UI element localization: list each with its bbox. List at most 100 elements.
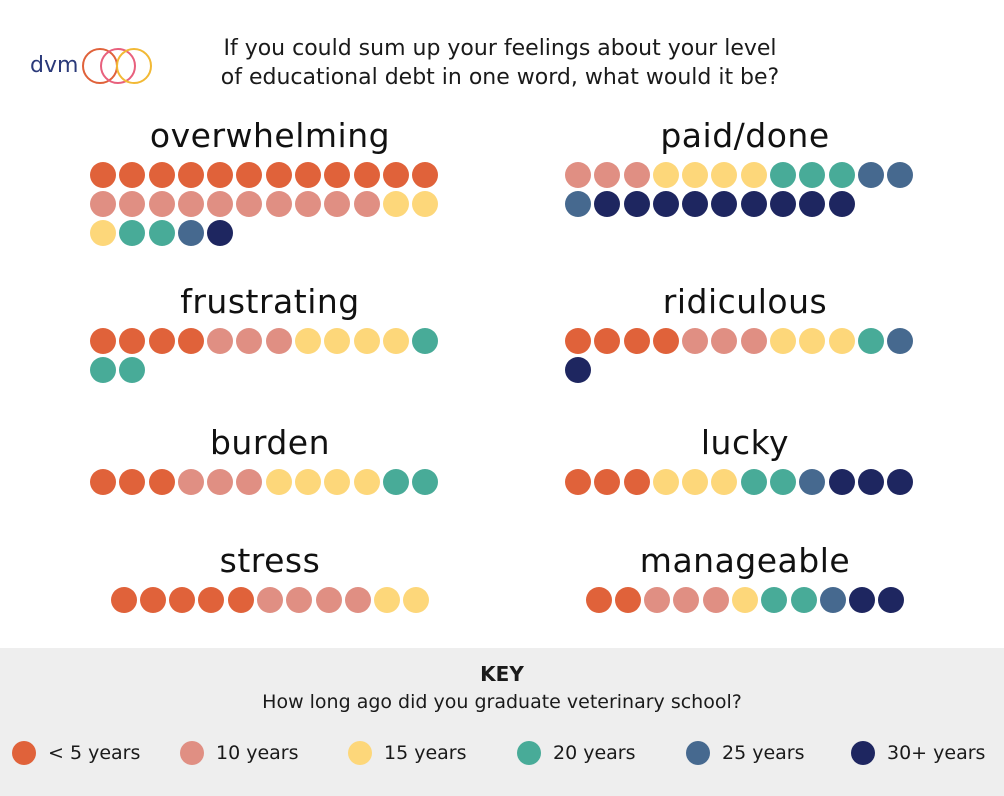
dot-lt5 — [623, 469, 650, 495]
dot-lt5 — [324, 162, 351, 188]
word-title: ridiculous — [662, 282, 828, 321]
dot-y15 — [324, 469, 351, 495]
dot-y10 — [236, 191, 263, 217]
dot-y10 — [177, 469, 204, 495]
dot-lt5 — [110, 587, 137, 613]
dot-y30 — [799, 191, 826, 217]
dot-y25 — [887, 162, 914, 188]
chart-question: If you could sum up your feelings about … — [190, 34, 810, 92]
dot-y20 — [799, 162, 826, 188]
dot-y15 — [740, 162, 767, 188]
dot-y15 — [374, 587, 401, 613]
dot-y15 — [265, 469, 292, 495]
dot-group — [90, 162, 450, 246]
dot-lt5 — [90, 328, 116, 354]
dot-y25 — [887, 328, 914, 354]
dot-y10 — [711, 328, 738, 354]
dot-y15 — [652, 162, 679, 188]
dot-y15 — [799, 328, 826, 354]
dot-y15 — [828, 328, 855, 354]
dot-y30 — [770, 191, 797, 217]
dot-lt5 — [585, 587, 612, 613]
dot-y30 — [887, 469, 914, 495]
dot-lt5 — [148, 469, 175, 495]
dot-y20 — [740, 469, 767, 495]
dot-lt5 — [353, 162, 380, 188]
dot-lt5 — [565, 469, 591, 495]
panel-burden: burden — [90, 423, 450, 495]
dot-y10 — [673, 587, 700, 613]
dot-y25 — [799, 469, 826, 495]
dot-y15 — [682, 162, 709, 188]
dot-y30 — [828, 191, 855, 217]
dot-lt5 — [382, 162, 409, 188]
panel-overwhelming: overwhelming — [90, 116, 450, 246]
dot-y15 — [652, 469, 679, 495]
dot-y15 — [682, 469, 709, 495]
dot-lt5 — [169, 587, 196, 613]
dot-y10 — [315, 587, 342, 613]
dot-y30 — [878, 587, 905, 613]
word-title: lucky — [700, 423, 790, 462]
legend-label: < 5 years — [48, 742, 141, 764]
dot-y30 — [565, 357, 591, 383]
dot-group — [565, 587, 925, 613]
word-title: paid/done — [660, 116, 830, 155]
dot-lt5 — [177, 162, 204, 188]
dot-y20 — [382, 469, 409, 495]
legend-item-10: 10 years — [180, 738, 299, 768]
word-title: stress — [219, 541, 321, 580]
dot-y20 — [770, 162, 797, 188]
dot-group — [90, 328, 450, 383]
panel-frustrating: frustrating — [90, 282, 450, 383]
legend-dot — [348, 741, 372, 765]
dot-y20 — [770, 469, 797, 495]
word-title: frustrating — [180, 282, 360, 321]
legend-dot — [12, 741, 36, 765]
legend-item-15: 15 years — [348, 738, 467, 768]
dot-y10 — [265, 328, 292, 354]
panel-manageable: manageable — [565, 541, 925, 613]
dot-y20 — [412, 328, 439, 354]
dot-y30 — [682, 191, 709, 217]
legend-item-lt5: < 5 years — [12, 738, 140, 768]
question-line-1: If you could sum up your feelings about … — [223, 36, 777, 61]
dot-y20 — [119, 220, 146, 246]
dot-y20 — [857, 328, 884, 354]
dot-y15 — [711, 469, 738, 495]
key-panel: KEY How long ago did you graduate veteri… — [0, 648, 1004, 796]
dot-y10 — [623, 162, 650, 188]
dot-y10 — [682, 328, 709, 354]
dot-y30 — [857, 469, 884, 495]
dot-lt5 — [652, 328, 679, 354]
dot-y30 — [849, 587, 876, 613]
dot-lt5 — [412, 162, 439, 188]
dot-y30 — [207, 220, 234, 246]
dot-y10 — [257, 587, 283, 613]
legend-item-20: 20 years — [517, 738, 636, 768]
legend-label: 30+ years — [887, 742, 986, 764]
dot-lt5 — [594, 469, 621, 495]
dot-y10 — [207, 191, 234, 217]
dot-y10 — [148, 191, 175, 217]
dot-y10 — [207, 328, 234, 354]
dot-y20 — [119, 357, 146, 383]
dot-y15 — [295, 469, 322, 495]
dot-lt5 — [119, 469, 146, 495]
dot-y15 — [382, 191, 409, 217]
dot-y10 — [207, 469, 234, 495]
legend-item-30: 30+ years — [851, 738, 985, 768]
legend-dot — [180, 741, 204, 765]
dot-group — [90, 469, 450, 495]
dot-y30 — [828, 469, 855, 495]
word-title: manageable — [639, 541, 851, 580]
dot-y15 — [90, 220, 116, 246]
dot-y25 — [857, 162, 884, 188]
dot-lt5 — [594, 328, 621, 354]
word-title: burden — [209, 423, 330, 462]
legend-dot — [517, 741, 541, 765]
dot-lt5 — [119, 162, 146, 188]
key-title: KEY — [480, 662, 524, 686]
panel-ridiculous: ridiculous — [565, 282, 925, 383]
dot-y10 — [265, 191, 292, 217]
